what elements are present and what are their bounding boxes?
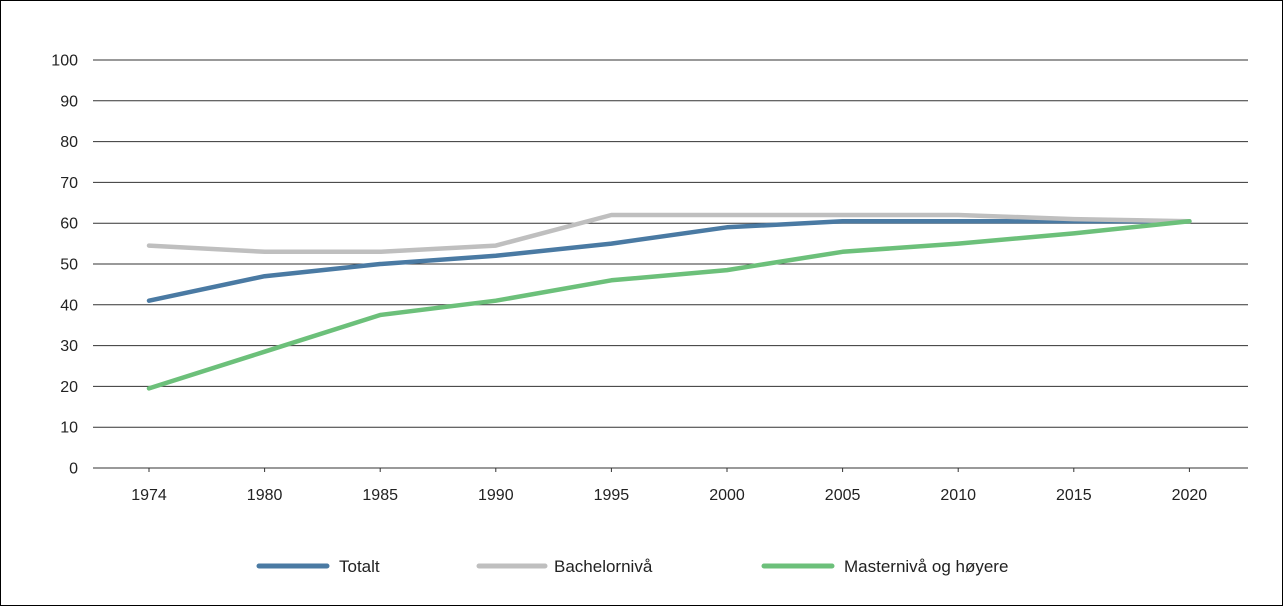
y-axis-tick-labels: 0 10 20 30 40 50 60 70 80 90 100 (51, 53, 78, 478)
x-tick-label-2010: 2010 (940, 487, 976, 504)
x-tick-label-2000: 2000 (709, 487, 745, 504)
y-tick-label-30: 30 (60, 338, 78, 355)
series-line-1 (146, 212, 1192, 255)
y-tick-label-80: 80 (60, 134, 78, 151)
x-tick-label-2005: 2005 (825, 487, 861, 504)
y-tick-label-20: 20 (60, 379, 78, 396)
legend: Totalt Bachelornivå Masternivå og høyere (256, 557, 1008, 576)
legend-label-0: Totalt (339, 557, 380, 576)
y-tick-label-100: 100 (51, 53, 78, 70)
x-tick-label-1995: 1995 (594, 487, 630, 504)
y-tick-label-60: 60 (60, 216, 78, 233)
y-tick-label-70: 70 (60, 175, 78, 192)
gridlines (93, 59, 1248, 472)
y-tick-label-10: 10 (60, 420, 78, 437)
x-tick-label-2020: 2020 (1172, 487, 1208, 504)
y-tick-label-90: 90 (60, 93, 78, 110)
y-tick-label-0: 0 (69, 461, 78, 478)
y-tick-label-50: 50 (60, 257, 78, 274)
x-tick-label-2015: 2015 (1056, 487, 1092, 504)
x-tick-label-1974: 1974 (131, 487, 167, 504)
x-tick-label-1990: 1990 (478, 487, 514, 504)
series-line-2 (146, 218, 1192, 391)
legend-label-1: Bachelornivå (554, 557, 653, 576)
x-tick-label-1985: 1985 (362, 487, 398, 504)
series-line-0 (146, 218, 1192, 303)
series-lines (146, 212, 1192, 391)
y-tick-label-40: 40 (60, 297, 78, 314)
x-tick-label-1980: 1980 (247, 487, 283, 504)
x-axis-tick-labels: 1974 1980 1985 1990 1995 2000 2005 2010 2015 2020 (131, 487, 1207, 504)
legend-label-2: Masternivå og høyere (844, 557, 1008, 576)
